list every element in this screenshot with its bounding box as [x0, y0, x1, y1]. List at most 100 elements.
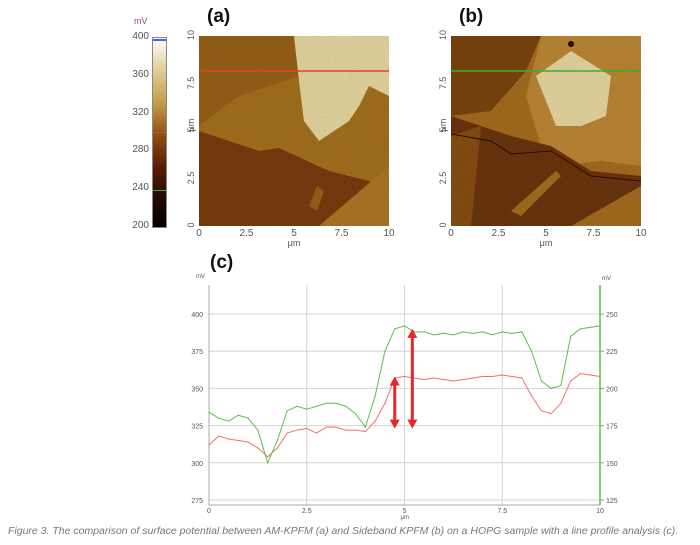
image-x-tick: 0 — [196, 228, 202, 239]
colorbar-tick: 240 — [132, 182, 149, 194]
image-x-tick: 2.5 — [491, 228, 506, 239]
data-point — [355, 429, 357, 431]
data-point — [482, 331, 484, 333]
data-point — [511, 375, 513, 378]
image-x-tick: 7.5 — [334, 228, 349, 239]
data-point — [599, 325, 601, 327]
x-tick: 2.5 — [302, 508, 312, 515]
y-tick-right: 200 — [606, 386, 618, 393]
image-y-unit: μm — [438, 118, 448, 132]
data-point — [403, 325, 406, 327]
data-point — [433, 377, 435, 379]
data-point — [286, 432, 288, 434]
data-point — [384, 402, 386, 404]
data-point — [540, 410, 542, 412]
data-point — [296, 405, 298, 407]
image-x-unit: μm — [539, 238, 553, 248]
y-tick-right: 125 — [606, 498, 618, 505]
data-point — [579, 372, 582, 375]
data-point — [501, 331, 503, 333]
panel-label-a: (a) — [207, 6, 231, 27]
data-point — [227, 438, 230, 440]
data-point — [208, 411, 210, 413]
data-point — [267, 456, 269, 458]
y-tick-left: 375 — [191, 349, 203, 356]
data-point — [521, 331, 523, 333]
colorbar-tick: 320 — [132, 106, 149, 118]
data-point — [540, 380, 542, 382]
image-x-tick: 2.5 — [239, 228, 254, 239]
kpfm-image-sideband — [451, 36, 641, 226]
image-x-tick: 5 — [291, 228, 297, 239]
image-x-tick: 7.5 — [586, 228, 601, 239]
data-point — [433, 334, 435, 336]
colorbar-tick: 360 — [132, 68, 149, 80]
colorbar-red-marker — [153, 132, 166, 133]
data-point — [560, 402, 562, 404]
data-point — [570, 335, 572, 337]
y-tick-right: 250 — [606, 312, 618, 319]
x-tick: 0 — [207, 508, 211, 515]
image-x-tick: 10 — [635, 228, 647, 239]
image-x-tick: 5 — [543, 228, 549, 239]
x-label: μm — [401, 515, 409, 521]
image-y-tick: 2.5 — [186, 171, 196, 184]
data-point — [530, 350, 533, 352]
data-point — [560, 384, 562, 387]
data-point — [462, 378, 464, 381]
panel-label-b: (b) — [459, 6, 484, 27]
data-point — [423, 331, 425, 333]
data-point — [227, 420, 230, 422]
colorbar — [152, 37, 167, 228]
data-point — [443, 332, 445, 334]
data-point — [374, 395, 376, 397]
line-profile-chart: 400 375 350 325 300 275 250 225 200 175 150 125 0 2.5… — [191, 274, 618, 521]
kpfm-image-am — [199, 36, 389, 226]
data-point — [237, 439, 239, 442]
data-point — [530, 395, 533, 397]
data-point — [345, 405, 347, 407]
colorbar-tick: 400 — [132, 31, 149, 42]
data-point — [257, 429, 259, 431]
data-point — [491, 375, 494, 378]
data-point — [247, 441, 249, 443]
data-point — [462, 331, 464, 333]
data-point — [521, 377, 523, 379]
y-label-right: mV — [602, 276, 611, 282]
y-tick-left: 325 — [191, 424, 203, 431]
y-tick-left: 350 — [191, 386, 203, 393]
data-point — [208, 444, 210, 446]
panel-label-c: (c) — [210, 252, 234, 273]
colorbar-tick: 200 — [132, 220, 149, 231]
data-point — [472, 332, 474, 334]
image-x-tick: 0 — [448, 228, 454, 239]
data-point — [325, 402, 327, 404]
data-point — [589, 326, 591, 328]
data-point — [482, 375, 484, 378]
y-tick-left: 400 — [191, 312, 203, 319]
data-point — [335, 402, 337, 404]
data-point — [237, 414, 239, 416]
data-point — [501, 374, 503, 376]
data-point — [306, 427, 308, 430]
data-point — [315, 405, 318, 407]
image-y-tick: 2.5 — [438, 171, 448, 184]
y-tick-right: 225 — [606, 349, 618, 356]
image-x-unit: μm — [287, 238, 301, 248]
data-point — [589, 374, 591, 376]
data-point — [364, 430, 366, 433]
image-y-tick: 7.5 — [438, 76, 448, 89]
data-point — [570, 380, 572, 382]
data-point — [345, 429, 347, 431]
data-point — [218, 435, 220, 437]
data-point — [403, 375, 406, 378]
data-point — [306, 408, 308, 410]
data-point — [491, 334, 494, 336]
data-point — [286, 410, 288, 412]
data-point — [550, 387, 552, 389]
data-point — [296, 429, 298, 431]
data-point — [355, 413, 357, 415]
data-point — [452, 380, 454, 382]
data-point — [364, 426, 366, 428]
data-point — [257, 447, 259, 449]
